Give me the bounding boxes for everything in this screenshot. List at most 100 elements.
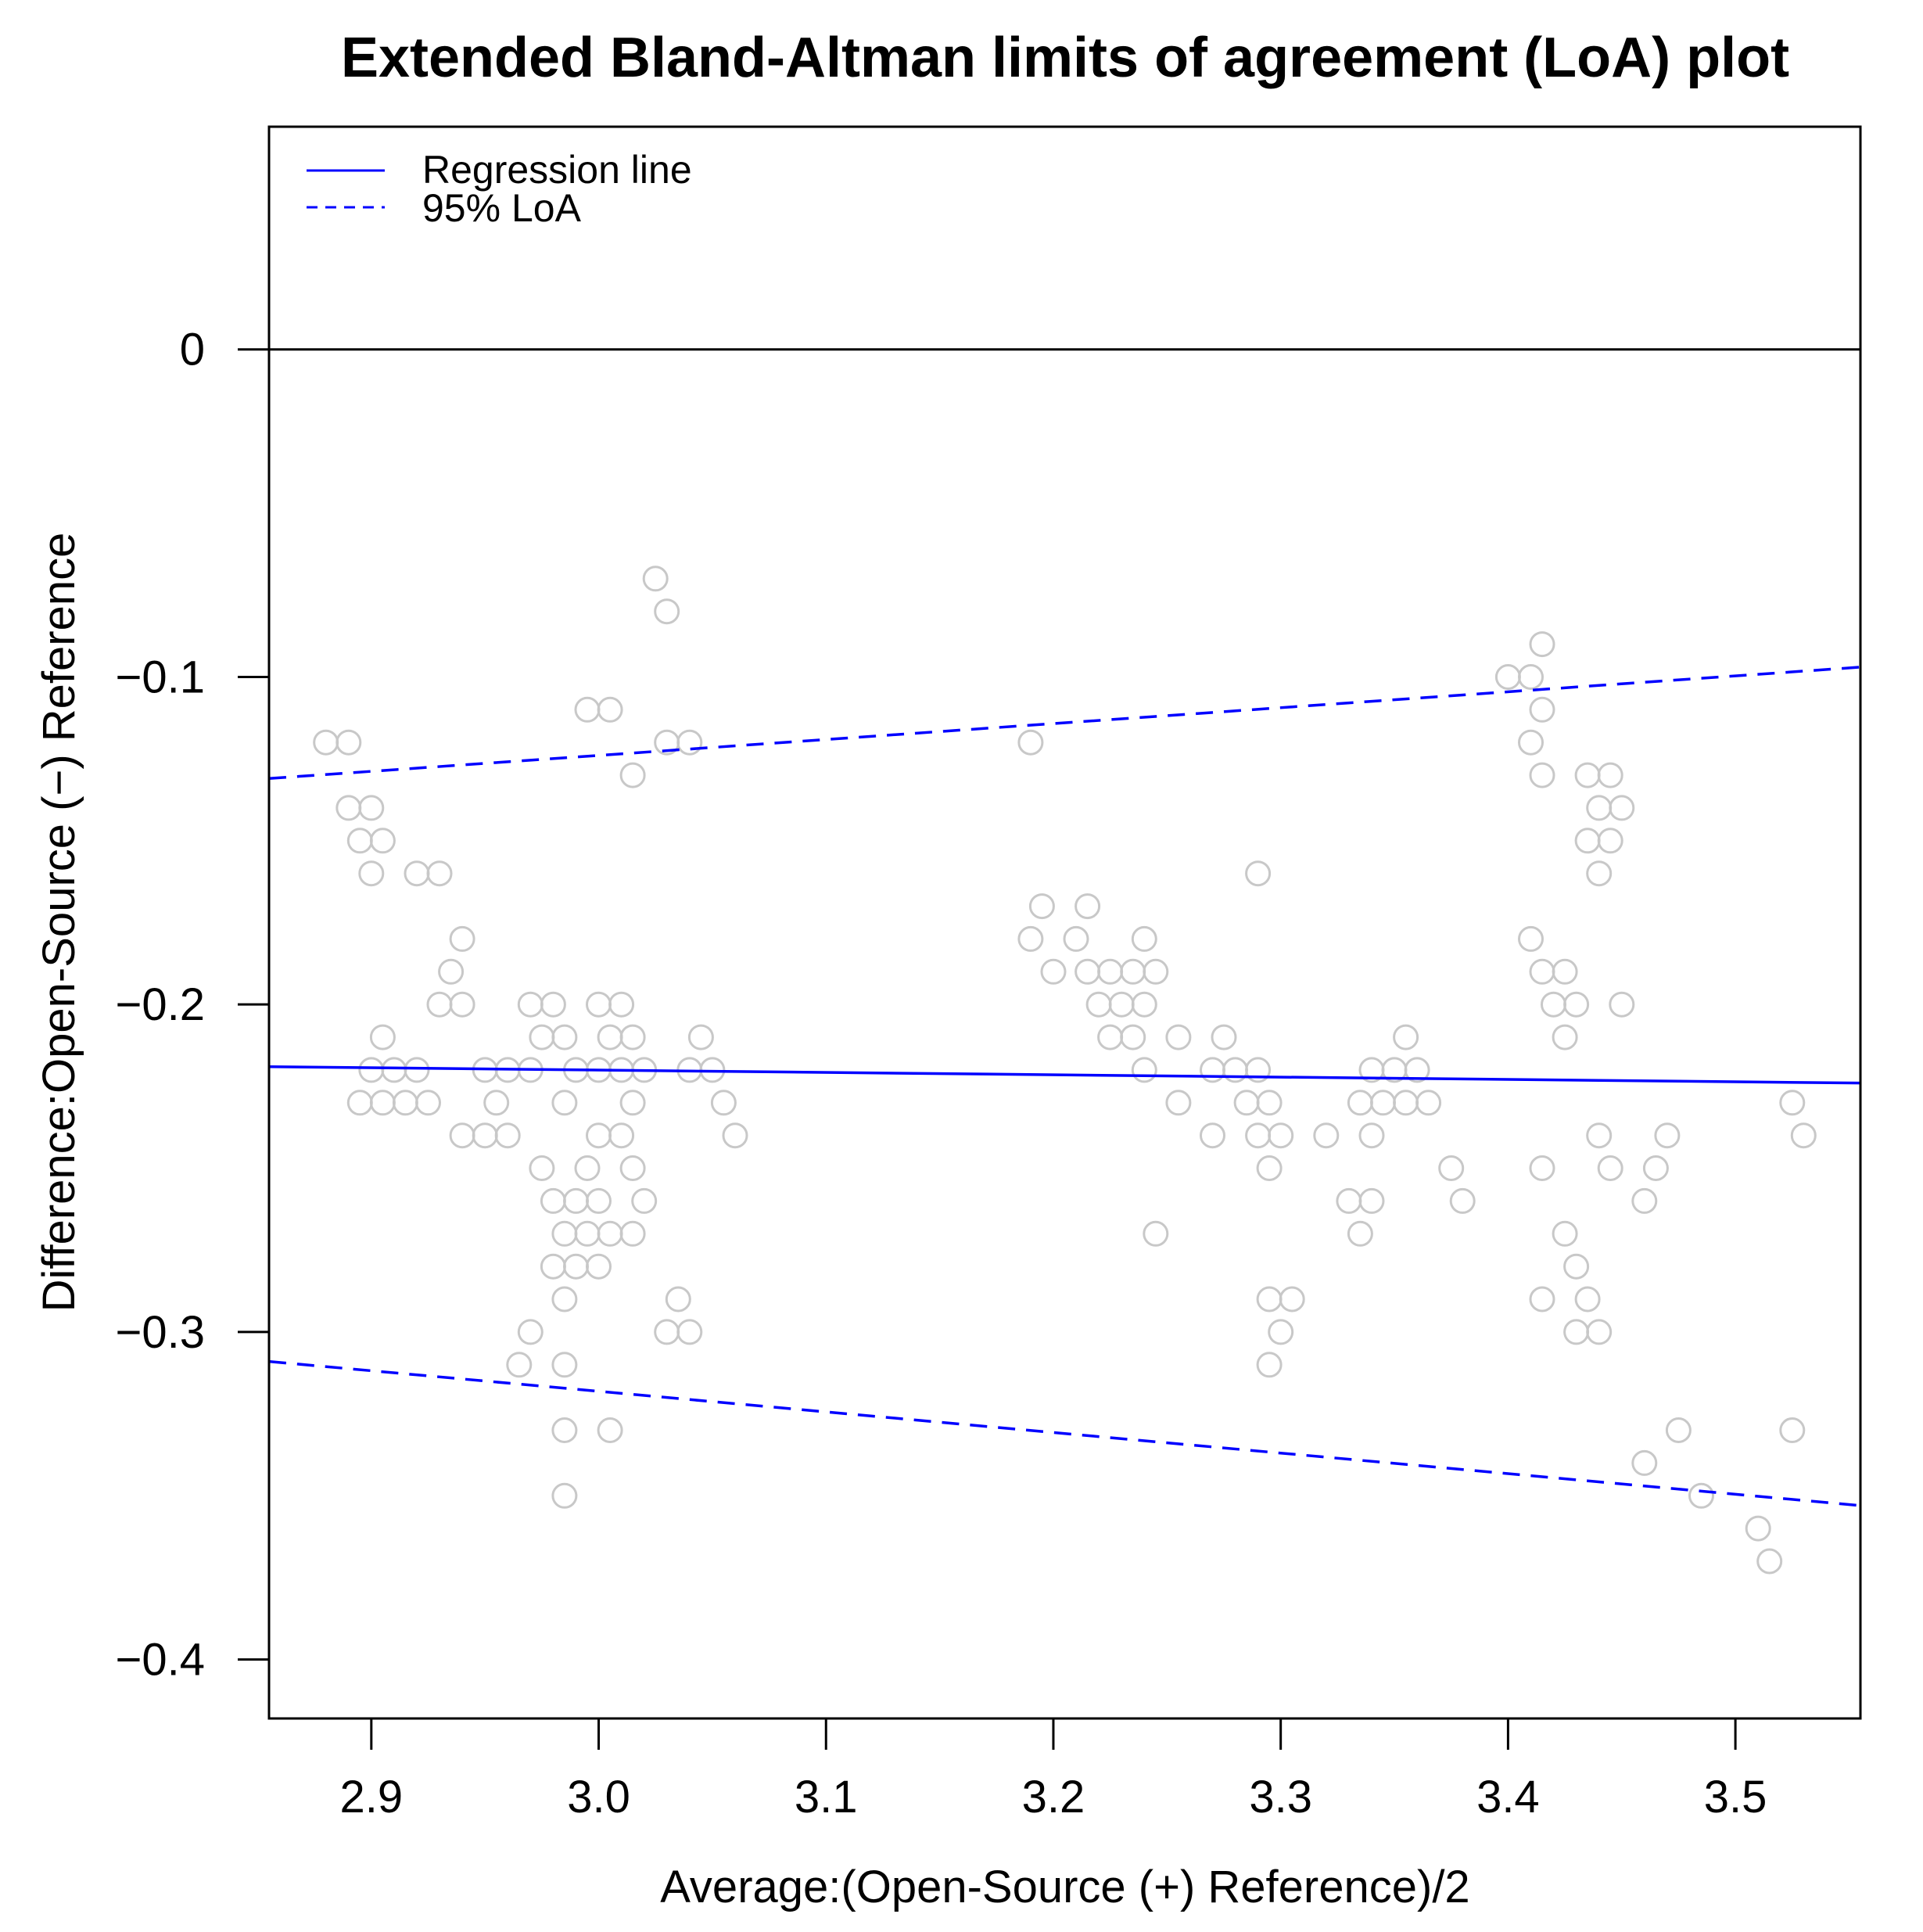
x-axis-label: Average:(Open-Source (+) Reference)/2	[660, 1862, 1469, 1912]
data-point	[619, 1155, 646, 1181]
data-point	[1028, 893, 1055, 920]
data-point	[1165, 1024, 1192, 1050]
x-tick-label: 3.0	[567, 1772, 630, 1822]
legend-label-regression: Regression line	[422, 148, 692, 192]
data-point	[676, 1319, 703, 1345]
data-point	[619, 1024, 646, 1050]
data-point	[1563, 1253, 1590, 1280]
x-axis: 2.9 3.0 3.1 3.2 3.3 3.4 3.5	[340, 1718, 1767, 1822]
data-point	[404, 1057, 430, 1083]
data-point	[1245, 860, 1272, 887]
data-point	[1597, 1155, 1623, 1181]
data-point	[1370, 1090, 1396, 1116]
data-point	[1541, 991, 1566, 1018]
plot-frame	[267, 125, 1862, 1720]
data-point	[517, 1319, 544, 1345]
data-point	[1529, 958, 1555, 985]
x-tick-label: 3.1	[795, 1772, 858, 1822]
data-point	[574, 1155, 601, 1181]
data-point	[654, 598, 680, 625]
data-point	[1347, 1220, 1373, 1247]
data-point	[574, 1220, 601, 1247]
data-point	[1075, 958, 1101, 985]
data-point	[358, 795, 385, 821]
y-axis: 0 −0.1 −0.2 −0.3 −0.4	[116, 325, 269, 1686]
x-tick-label: 3.5	[1704, 1772, 1767, 1822]
data-point	[1574, 762, 1601, 788]
data-point	[619, 1220, 646, 1247]
y-tick-label: 0	[180, 325, 205, 375]
data-point	[1120, 1024, 1146, 1050]
data-point	[449, 1122, 475, 1149]
data-point	[1165, 1090, 1192, 1116]
data-point	[1256, 1090, 1283, 1116]
data-point	[1347, 1090, 1373, 1116]
data-point	[449, 991, 475, 1018]
data-point	[1438, 1155, 1465, 1181]
data-point	[404, 860, 430, 887]
data-point	[574, 696, 601, 723]
data-point	[597, 1024, 623, 1050]
data-point	[472, 1122, 498, 1149]
data-point	[1108, 991, 1135, 1018]
data-point	[1518, 664, 1544, 690]
data-point	[335, 729, 362, 756]
data-point	[586, 1187, 612, 1214]
data-point	[438, 958, 465, 985]
data-point	[563, 1187, 589, 1214]
data-point	[1063, 925, 1089, 952]
data-point	[687, 1024, 714, 1050]
data-point	[551, 1286, 578, 1313]
data-point	[1245, 1057, 1272, 1083]
data-point	[1358, 1122, 1385, 1149]
data-point	[392, 1090, 418, 1116]
data-point	[1574, 1286, 1601, 1313]
x-tick-label: 2.9	[340, 1772, 404, 1822]
data-point	[1688, 1482, 1714, 1509]
y-tick-label: −0.3	[116, 1307, 206, 1358]
data-point	[1200, 1122, 1225, 1149]
data-point	[1756, 1548, 1783, 1575]
data-point	[551, 1024, 578, 1050]
data-point	[1665, 1417, 1692, 1443]
data-point	[517, 991, 544, 1018]
data-point	[1654, 1122, 1681, 1149]
data-point	[597, 1220, 623, 1247]
data-point	[506, 1352, 533, 1378]
data-point	[449, 925, 475, 952]
data-point	[1404, 1057, 1430, 1083]
data-point	[665, 1286, 691, 1313]
data-point	[563, 1253, 589, 1280]
data-point	[586, 1253, 612, 1280]
data-point	[1097, 958, 1124, 985]
data-point	[1529, 631, 1555, 658]
loa-line	[268, 1359, 1861, 1507]
data-point	[1631, 1449, 1658, 1476]
data-point	[551, 1352, 578, 1378]
data-point	[1631, 1187, 1658, 1214]
regression-line	[268, 1065, 1861, 1085]
data-point	[369, 1090, 396, 1116]
data-point	[1586, 860, 1613, 887]
data-point	[1586, 1319, 1613, 1345]
data-point	[1336, 1187, 1362, 1214]
data-point	[1529, 696, 1555, 723]
y-axis-label: Difference:Open-Source (−) Reference	[34, 533, 84, 1313]
data-point	[1779, 1090, 1806, 1116]
data-point	[1358, 1187, 1385, 1214]
data-point	[1233, 1090, 1260, 1116]
data-point	[551, 1220, 578, 1247]
data-point	[586, 1122, 612, 1149]
data-point	[1256, 1155, 1283, 1181]
data-point	[415, 1090, 441, 1116]
data-point	[597, 1417, 623, 1443]
data-point	[1415, 1090, 1442, 1116]
data-point	[1143, 958, 1169, 985]
points-layer	[313, 566, 1817, 1575]
data-point	[619, 762, 646, 788]
data-point	[1529, 1286, 1555, 1313]
data-point	[483, 1090, 510, 1116]
data-point	[1120, 958, 1146, 985]
data-point	[551, 1090, 578, 1116]
